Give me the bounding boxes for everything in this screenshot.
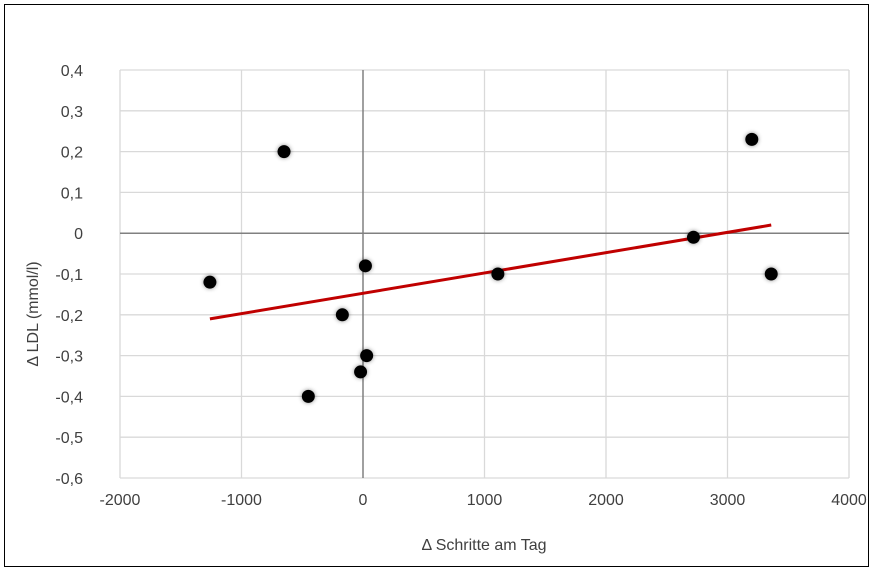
data-point [745, 132, 759, 146]
x-tick-label: 3000 [710, 492, 746, 509]
data-point [203, 275, 217, 289]
y-tick-label: -0,4 [55, 389, 83, 406]
data-point [764, 267, 778, 281]
x-tick-label: 1000 [467, 492, 503, 509]
x-tick-labels: -2000 -1000 0 1000 2000 3000 4000 [100, 492, 867, 509]
y-tick-labels: 0,4 0,3 0,2 0,1 0 -0,1 -0,2 -0,3 -0,4 -0,5 -0,6 [55, 63, 83, 488]
data-points [203, 132, 778, 403]
chart-frame [4, 4, 869, 567]
y-tick-label: 0,1 [61, 185, 83, 202]
x-tick-label: 2000 [588, 492, 624, 509]
data-point [358, 259, 372, 273]
y-tick-label: -0,3 [55, 349, 83, 366]
data-point [301, 389, 315, 403]
data-point [277, 145, 291, 159]
x-axis-title: Δ Schritte am Tag [421, 537, 546, 554]
y-axis-title: Δ LDL (mmol/l) [25, 261, 42, 366]
y-tick-label: -0,1 [55, 267, 83, 284]
grid-lines [119, 69, 850, 479]
x-tick-label: 4000 [831, 492, 867, 509]
y-tick-label: -0,2 [55, 308, 83, 325]
data-point [686, 230, 700, 244]
x-tick-label: -1000 [221, 492, 262, 509]
x-tick-label: -2000 [100, 492, 141, 509]
y-tick-label: 0,2 [61, 145, 83, 162]
data-point [491, 267, 505, 281]
x-tick-label: 0 [359, 492, 368, 509]
y-tick-label: 0,4 [61, 63, 83, 80]
y-tick-label: 0,3 [61, 104, 83, 121]
trendline [209, 223, 772, 321]
trendline-group [209, 223, 772, 321]
data-point [360, 349, 374, 363]
y-tick-label: -0,6 [55, 471, 83, 488]
data-point [354, 365, 368, 379]
y-tick-label: 0 [74, 226, 83, 243]
y-tick-label: -0,5 [55, 430, 83, 447]
data-point [335, 308, 349, 322]
